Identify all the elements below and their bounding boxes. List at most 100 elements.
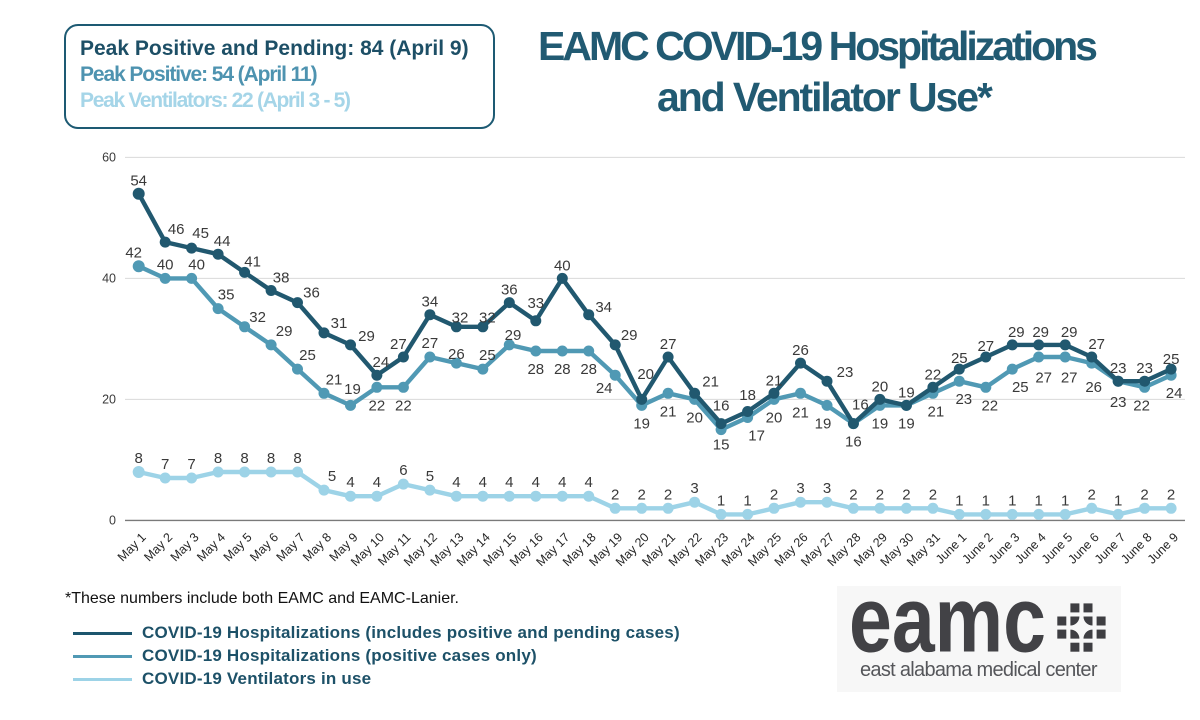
svg-text:3: 3: [690, 480, 698, 497]
svg-text:35: 35: [218, 287, 235, 304]
svg-text:23: 23: [955, 391, 972, 408]
svg-text:May 1: May 1: [115, 530, 149, 564]
svg-text:23: 23: [1110, 394, 1127, 411]
svg-text:8: 8: [135, 450, 143, 467]
svg-text:23: 23: [1110, 360, 1127, 377]
svg-text:1: 1: [1114, 492, 1122, 509]
svg-text:1: 1: [982, 492, 990, 509]
svg-text:2: 2: [611, 486, 619, 503]
svg-text:2: 2: [929, 486, 937, 503]
svg-text:22: 22: [395, 397, 412, 414]
svg-text:May 3: May 3: [168, 530, 202, 564]
svg-text:21: 21: [928, 403, 945, 420]
svg-text:5: 5: [328, 468, 336, 485]
svg-text:4: 4: [558, 474, 566, 491]
svg-text:34: 34: [422, 294, 439, 311]
svg-text:40: 40: [157, 256, 174, 273]
svg-text:29: 29: [358, 328, 375, 345]
svg-text:17: 17: [748, 428, 765, 445]
svg-text:22: 22: [1133, 397, 1150, 414]
svg-text:42: 42: [125, 244, 142, 261]
svg-text:May 2: May 2: [141, 530, 175, 564]
svg-text:22: 22: [925, 366, 942, 383]
svg-text:40: 40: [188, 256, 205, 273]
svg-text:22: 22: [981, 397, 998, 414]
svg-text:36: 36: [501, 282, 518, 299]
svg-text:32: 32: [452, 310, 469, 327]
svg-text:21: 21: [702, 373, 719, 390]
svg-text:19: 19: [898, 384, 915, 401]
svg-text:May 7: May 7: [274, 530, 308, 564]
svg-text:4: 4: [373, 474, 381, 491]
svg-text:2: 2: [849, 486, 857, 503]
svg-text:21: 21: [766, 372, 783, 389]
svg-text:38: 38: [273, 270, 290, 287]
svg-text:16: 16: [845, 434, 862, 451]
svg-text:7: 7: [187, 456, 195, 473]
svg-text:May 5: May 5: [221, 530, 255, 564]
svg-text:8: 8: [293, 450, 301, 467]
svg-text:60: 60: [102, 151, 116, 165]
svg-text:54: 54: [130, 173, 147, 190]
svg-text:8: 8: [267, 450, 275, 467]
svg-text:29: 29: [1061, 324, 1078, 341]
svg-text:8: 8: [240, 450, 248, 467]
svg-text:46: 46: [168, 221, 185, 238]
svg-text:20: 20: [637, 366, 654, 383]
svg-text:1: 1: [955, 492, 963, 509]
svg-text:2: 2: [1088, 486, 1096, 503]
svg-text:29: 29: [1032, 324, 1049, 341]
svg-text:3: 3: [823, 480, 831, 497]
svg-text:40: 40: [554, 257, 571, 274]
svg-text:34: 34: [595, 299, 612, 316]
svg-text:29: 29: [276, 323, 293, 340]
svg-text:8: 8: [214, 450, 222, 467]
svg-text:1: 1: [1035, 492, 1043, 509]
svg-text:25: 25: [299, 347, 316, 364]
svg-text:26: 26: [448, 346, 465, 363]
svg-text:26: 26: [1085, 379, 1102, 396]
svg-text:3: 3: [796, 480, 804, 497]
svg-text:16: 16: [713, 398, 730, 415]
svg-text:27: 27: [1035, 370, 1052, 387]
svg-text:36: 36: [303, 285, 320, 302]
svg-text:28: 28: [527, 361, 544, 378]
svg-text:45: 45: [192, 225, 209, 242]
svg-text:21: 21: [792, 404, 809, 421]
svg-text:15: 15: [713, 437, 730, 454]
svg-text:16: 16: [852, 397, 869, 414]
svg-text:21: 21: [326, 371, 343, 388]
svg-text:1: 1: [1061, 492, 1069, 509]
svg-text:2: 2: [1140, 486, 1148, 503]
svg-text:41: 41: [244, 253, 261, 270]
svg-text:25: 25: [1163, 351, 1180, 368]
svg-text:22: 22: [369, 397, 386, 414]
svg-text:20: 20: [686, 409, 703, 426]
svg-text:4: 4: [346, 474, 354, 491]
svg-text:19: 19: [633, 415, 650, 432]
svg-text:27: 27: [977, 338, 994, 355]
svg-text:18: 18: [739, 387, 756, 404]
svg-text:29: 29: [621, 327, 638, 344]
svg-text:24: 24: [1166, 385, 1183, 402]
svg-text:27: 27: [1061, 370, 1078, 387]
svg-text:4: 4: [505, 474, 513, 491]
svg-text:27: 27: [390, 336, 407, 353]
svg-text:19: 19: [872, 415, 889, 432]
svg-text:2: 2: [770, 486, 778, 503]
svg-text:27: 27: [660, 336, 677, 353]
svg-text:23: 23: [837, 364, 854, 381]
svg-text:20: 20: [102, 393, 116, 407]
svg-text:40: 40: [102, 272, 116, 286]
svg-text:24: 24: [373, 354, 390, 371]
svg-text:26: 26: [792, 342, 809, 359]
svg-text:19: 19: [344, 381, 361, 398]
svg-text:31: 31: [331, 315, 348, 332]
svg-text:2: 2: [876, 486, 884, 503]
svg-text:29: 29: [1008, 324, 1025, 341]
svg-text:4: 4: [585, 474, 593, 491]
svg-text:0: 0: [109, 514, 116, 528]
svg-text:7: 7: [161, 456, 169, 473]
svg-text:20: 20: [766, 409, 783, 426]
svg-text:27: 27: [422, 335, 439, 352]
